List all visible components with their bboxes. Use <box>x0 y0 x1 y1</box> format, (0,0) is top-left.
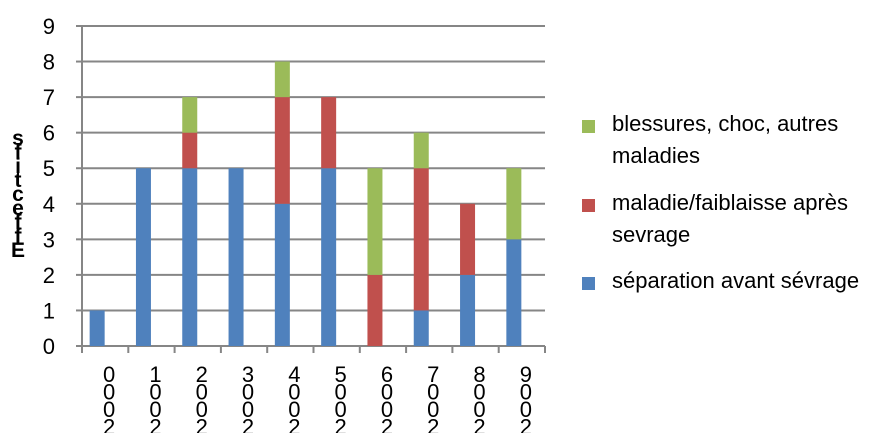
bar-segment <box>460 203 476 275</box>
bar-segment <box>460 274 476 346</box>
bar-segment <box>506 168 522 240</box>
y-axis-title-char: f <box>15 225 23 248</box>
x-tick-label: 0 <box>288 397 300 422</box>
bar-segment <box>413 168 429 311</box>
bar-segment <box>413 310 429 346</box>
legend-swatch <box>582 199 595 212</box>
bar-segment <box>182 97 198 133</box>
x-tick-label: 3 <box>242 362 254 387</box>
bar-segment <box>89 310 105 346</box>
x-tick-label: 0 <box>242 397 254 422</box>
x-tick-label: 2 <box>288 415 300 433</box>
y-axis-title-char: i <box>15 155 21 178</box>
x-tick-label: 8 <box>473 362 485 387</box>
x-tick-label: 4 <box>288 362 300 387</box>
x-tick-label: 0 <box>149 380 161 405</box>
bar-segment <box>367 168 383 275</box>
x-tick-label: 0 <box>427 397 439 422</box>
bar-segment <box>228 168 244 346</box>
x-tick-label: 2 <box>520 415 532 433</box>
x-tick-label: 2 <box>242 415 254 433</box>
x-tick-label: 2 <box>473 415 485 433</box>
y-tick-label: 6 <box>43 121 55 146</box>
x-tick-label: 0 <box>103 397 115 422</box>
x-tick-label: 0 <box>473 397 485 422</box>
y-tick-label: 2 <box>43 263 55 288</box>
bar-segment <box>274 97 290 204</box>
x-tick-label: 0 <box>149 397 161 422</box>
legend-swatch <box>582 277 595 290</box>
y-tick-label: 9 <box>43 14 55 39</box>
bar-segment <box>274 61 290 98</box>
x-tick-label: 0 <box>196 397 208 422</box>
y-tick-label: 4 <box>43 192 55 217</box>
y-axis-title-char: f <box>15 211 23 234</box>
bar-segment <box>506 239 522 346</box>
bar-segment <box>135 168 151 346</box>
x-tick-label: 0 <box>473 380 485 405</box>
x-tick-label: 2 <box>149 415 161 433</box>
x-tick-label: 0 <box>196 380 208 405</box>
y-axis-title-char: c <box>12 183 24 206</box>
x-tick-label: 0 <box>520 380 532 405</box>
x-tick-label: 0 <box>103 362 115 387</box>
y-axis-title-char: E <box>11 239 25 262</box>
bar-segment <box>182 132 198 169</box>
bar-segment <box>274 203 290 346</box>
legend-label: séparation avant sévrage <box>612 268 860 293</box>
x-tick-label: 2 <box>196 362 208 387</box>
x-tick-label: 1 <box>149 362 161 387</box>
y-axis-title-char: t <box>15 169 22 192</box>
legend-swatch <box>582 120 595 133</box>
x-tick-label: 0 <box>242 380 254 405</box>
y-tick-label: 7 <box>43 85 55 110</box>
legend-label: maladie/faiblaisse après sevrage <box>612 190 849 247</box>
x-tick-label: 7 <box>427 362 439 387</box>
y-tick-label: 1 <box>43 298 55 323</box>
y-tick-label: 0 <box>43 334 55 359</box>
y-axis-title-char: f <box>15 141 23 164</box>
bar-segment <box>182 168 198 346</box>
legend-label: blessures, choc, autres maladies <box>612 111 839 168</box>
x-tick-label: 0 <box>103 380 115 405</box>
x-tick-label: 0 <box>427 380 439 405</box>
x-tick-label: 6 <box>381 362 393 387</box>
bar-segment <box>321 97 337 169</box>
x-tick-label: 9 <box>520 362 532 387</box>
x-tick-label: 5 <box>335 362 347 387</box>
bar-segment <box>321 168 337 346</box>
y-tick-label: 5 <box>43 156 55 181</box>
bar-segment <box>367 274 383 346</box>
y-tick-label: 8 <box>43 50 55 75</box>
x-tick-label: 2 <box>103 415 115 433</box>
x-tick-label: 0 <box>381 380 393 405</box>
y-axis-title-char: e <box>12 197 24 220</box>
bar-segment <box>413 132 429 169</box>
x-tick-label: 0 <box>520 397 532 422</box>
x-tick-label: 0 <box>381 397 393 422</box>
x-tick-label: 2 <box>427 415 439 433</box>
x-tick-label: 2 <box>335 415 347 433</box>
x-tick-label: 0 <box>335 380 347 405</box>
x-tick-label: 2 <box>381 415 393 433</box>
x-tick-label: 2 <box>196 415 208 433</box>
x-tick-label: 0 <box>335 397 347 422</box>
x-tick-label: 0 <box>288 380 300 405</box>
y-axis-title-char: s <box>12 127 24 150</box>
y-tick-label: 3 <box>43 227 55 252</box>
